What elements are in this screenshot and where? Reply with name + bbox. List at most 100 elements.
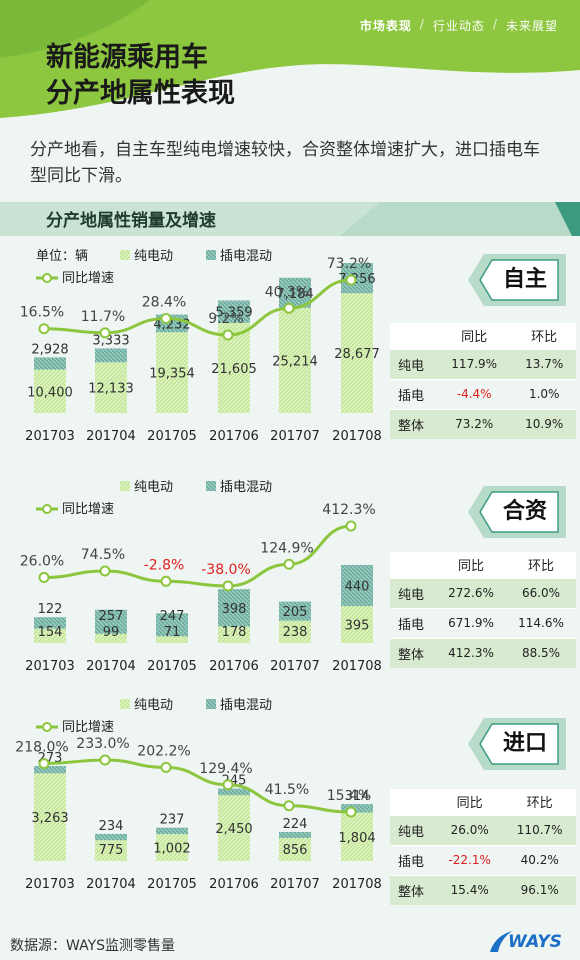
table-cell: 1.0% [512, 378, 576, 409]
legend-label-bev: 纯电动 [134, 249, 173, 264]
table-row-label: 整体 [390, 637, 436, 668]
bar-phev [34, 617, 66, 629]
table-row: 纯电 272.6% 66.0% [390, 577, 576, 608]
data-source: 数据源：WAYS监测零售量 [10, 938, 176, 954]
x-tick-label: 201705 [147, 877, 197, 892]
point-yoy [160, 313, 172, 324]
table-cell: 671.9% [436, 607, 506, 638]
x-tick-label: 201706 [209, 877, 259, 892]
legend-swatch-bev [120, 481, 130, 491]
bar-bev [34, 628, 66, 643]
data-label-yoy: 16.5% [20, 305, 64, 321]
x-tick-label: 201704 [86, 659, 136, 674]
point-yoy [222, 580, 234, 592]
data-label-yoy: 218.0% [15, 740, 68, 756]
legend-swatch-phev [206, 250, 216, 260]
data-label-yoy: -2.8% [144, 557, 185, 573]
badge-domestic: 自主 [468, 254, 566, 306]
legend-label-bev: 纯电动 [134, 480, 173, 495]
bar-bev [95, 362, 127, 413]
legend-marker-yoy [42, 504, 52, 514]
x-tick-label: 201705 [147, 429, 197, 444]
table-cell: 96.1% [503, 874, 576, 905]
bar-phev [156, 827, 188, 835]
table-row-label: 整体 [390, 874, 436, 905]
table-cell: 10.9% [512, 408, 576, 439]
table-cell: 272.6% [436, 577, 506, 608]
data-label-yoy: 26.0% [20, 553, 64, 569]
table-row-label: 插电 [390, 844, 436, 875]
table-cell: 110.7% [503, 814, 576, 845]
data-label-phev: 205 [283, 605, 308, 620]
bar-bev [34, 369, 66, 413]
table-row: 整体 412.3% 88.5% [390, 637, 576, 668]
x-tick-label: 201704 [86, 877, 136, 892]
data-label-yoy: 412.3% [322, 502, 375, 518]
data-label-yoy: 15.4% [327, 788, 371, 804]
bar-phev [279, 831, 311, 839]
nav-item-future[interactable]: 未来展望 [505, 19, 558, 33]
bar-phev [95, 348, 127, 363]
bar-phev [279, 277, 311, 308]
x-tick-label: 201708 [332, 877, 382, 892]
bar-bev [279, 620, 311, 643]
point-yoy [283, 800, 295, 812]
table-cell: 13.7% [512, 348, 576, 379]
table-cell: 15.4% [436, 874, 504, 905]
table-row: 插电 -4.4% 1.0% [390, 378, 576, 409]
data-label-bev: 178 [222, 625, 247, 640]
table-header-cell: 环比 [506, 552, 576, 578]
chart-domestic: 单位：辆 纯电动 插电混动 同比增速 201703 10,400 2,928 201704 12… [0, 240, 390, 452]
x-tick-label: 201706 [209, 659, 259, 674]
data-label-yoy: 129.4% [199, 761, 252, 777]
table-header-cell: 同比 [436, 552, 506, 578]
point-yoy [160, 761, 172, 773]
data-label-phev: 237 [160, 813, 185, 828]
data-label-bev: 71 [164, 625, 181, 640]
table-cell: 66.0% [506, 577, 576, 608]
chart-import: 纯电动 插电混动 同比增速 201703 3,263 273 201704 775 234 201… [0, 688, 390, 900]
badge-shape [468, 718, 566, 770]
table-cell: 88.5% [506, 637, 576, 668]
bar-bev [95, 633, 127, 643]
legend-label-yoy: 同比增速 [62, 502, 114, 517]
bar-bev [34, 773, 66, 861]
badge-label: 进口 [502, 731, 547, 756]
data-label-bev: 154 [38, 625, 63, 640]
table-cell: -22.1% [436, 844, 504, 875]
data-label-phev: 224 [283, 817, 308, 832]
badge-joint-venture: 合资 [468, 486, 566, 538]
data-label-bev: 28,677 [334, 347, 380, 362]
data-label-phev: 7,184 [276, 287, 313, 302]
data-label-bev: 99 [103, 625, 120, 640]
data-label-phev: 122 [38, 602, 63, 617]
bar-bev [156, 834, 188, 861]
table-header-cell: 环比 [512, 323, 576, 349]
nav-item-industry[interactable]: 行业动态 [432, 19, 485, 33]
nav-item-market[interactable]: 市场表现 [359, 19, 412, 33]
table-cell: 73.2% [436, 408, 513, 439]
header-wave [0, 0, 580, 118]
table-row-label: 纯电 [390, 577, 436, 608]
bar-bev [279, 307, 311, 413]
data-label-phev: 2,928 [31, 342, 68, 357]
data-label-yoy: 124.9% [260, 540, 313, 556]
bar-phev [279, 601, 311, 621]
legend-swatch-phev [206, 699, 216, 709]
bar-bev [156, 636, 188, 643]
data-label-yoy: 40.3% [265, 284, 309, 300]
badge-import: 进口 [468, 718, 566, 770]
bar-phev [95, 609, 127, 634]
x-tick-label: 201708 [332, 429, 382, 444]
point-yoy [160, 575, 172, 587]
data-label-bev: 1,804 [338, 831, 375, 846]
data-label-bev: 21,605 [211, 362, 257, 377]
table-cell: 40.2% [503, 844, 576, 875]
stats-table-import: 同比 环比 纯电 26.0% 110.7% 插电 -22.1% 40.2% 整体 15.4% 96.… [390, 789, 576, 905]
chart-svg: 纯电动 插电混动同比增速2017033,263273201704775234201… [15, 698, 382, 892]
data-label-yoy: 9.2% [208, 311, 244, 327]
table-row: 纯电 117.9% 13.7% [390, 348, 576, 379]
bar-bev [218, 795, 250, 861]
table-row: 整体 15.4% 96.1% [390, 874, 576, 905]
